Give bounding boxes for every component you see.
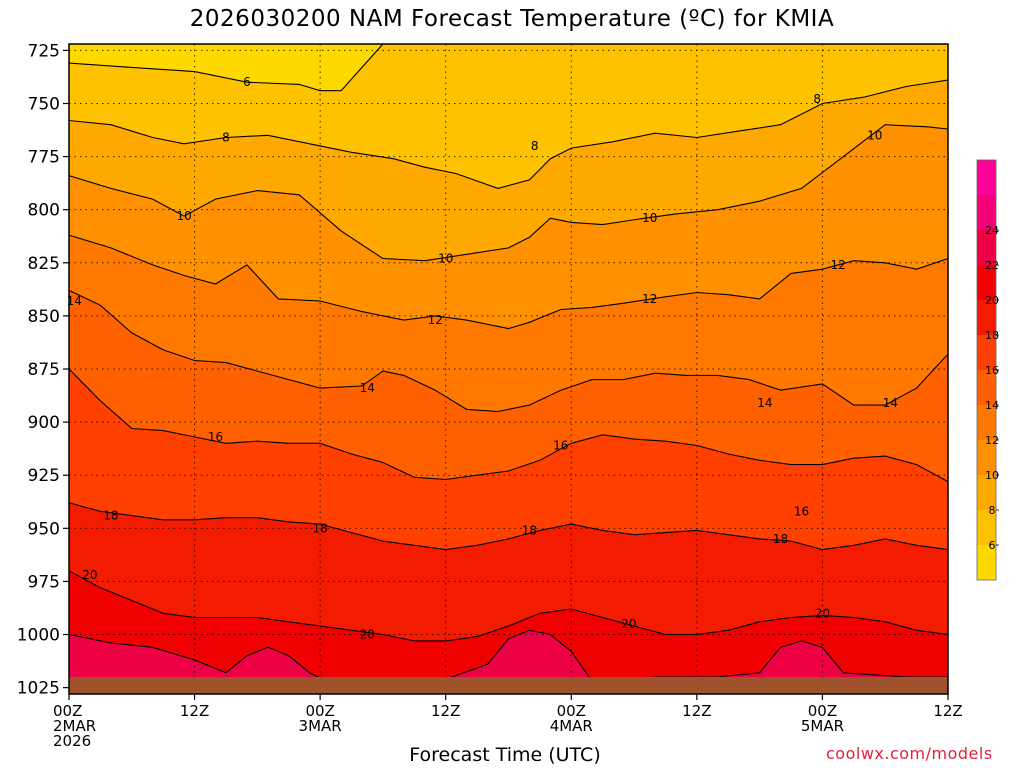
contour-label-14: 14 [360, 381, 375, 395]
contour-label-18: 18 [522, 523, 537, 537]
contour-lines [69, 44, 948, 684]
contour-label-12: 12 [428, 313, 443, 327]
x-tick-label: 5MAR [801, 717, 844, 735]
contour-label-14: 14 [757, 396, 772, 410]
contour-label-20: 20 [621, 617, 636, 631]
colorbar-swatch-10 [977, 440, 996, 475]
contour-18 [69, 502, 948, 551]
colorbar-swatch-8 [977, 475, 996, 510]
x-tick-label: 2026 [53, 732, 91, 750]
colorbar-label-20: 20 [985, 294, 999, 307]
y-axis: 725 750 775 800 825 850 875 900 925 950 975 1000 102… [17, 41, 69, 699]
ground-fill [69, 677, 948, 694]
credit-link[interactable]: coolwx.com/models [826, 744, 993, 763]
x-tick-label: 3MAR [299, 717, 342, 735]
contour-label-14: 14 [67, 294, 82, 308]
y-tick-label: 950 [28, 519, 60, 539]
x-tick-label: 2MAR [53, 717, 96, 735]
x-tick-label: 00Z [53, 702, 82, 720]
y-tick-label: 800 [28, 201, 60, 221]
contour-label-8: 8 [813, 92, 821, 106]
colorbar-label-18: 18 [985, 329, 999, 342]
colorbar: 6 8 10 12 14 16 18 20 22 24 [976, 159, 999, 581]
x-tick-label: 12Z [933, 702, 962, 720]
contour-label-10: 10 [438, 252, 453, 266]
y-tick-label: 900 [28, 413, 60, 433]
contour-8 [69, 79, 948, 189]
colorbar-swatch-6 [977, 510, 996, 545]
colorbar-swatch-4 [977, 545, 996, 580]
colorbar-label-8: 8 [989, 504, 996, 517]
y-tick-label: 750 [28, 94, 60, 114]
x-tick-label: 00Z [557, 702, 586, 720]
colorbar-label-14: 14 [985, 399, 999, 412]
colorbar-label-12: 12 [985, 434, 999, 447]
grid-lines [69, 44, 948, 694]
contour-labels: 6 8 8 8 10 10 10 10 12 12 12 14 14 14 14 16 16 16 18 18 18 18… [67, 75, 898, 641]
contour-10 [69, 124, 948, 262]
contour-label-16: 16 [794, 504, 809, 518]
contour-label-20: 20 [82, 568, 97, 582]
colorbar-swatch-12 [977, 405, 996, 440]
contour-label-8: 8 [531, 139, 539, 153]
colorbar-label-6: 6 [989, 539, 996, 552]
contour-label-18: 18 [773, 532, 788, 546]
colorbar-label-24: 24 [985, 224, 999, 237]
contour-label-6: 6 [243, 75, 251, 89]
chart-title: 2026030200 NAM Forecast Temperature (ºC)… [189, 6, 835, 32]
y-tick-label: 725 [28, 41, 60, 61]
contour-16 [69, 368, 948, 483]
y-tick-label: 1000 [17, 626, 60, 646]
y-tick-label: 1025 [17, 679, 60, 699]
contour-20 [69, 570, 948, 642]
contour-6 [69, 44, 948, 92]
contour-14 [69, 289, 948, 413]
colorbar-swatch-16 [977, 335, 996, 370]
colorbar-swatch-24 [977, 195, 996, 230]
contour-label-18: 18 [103, 509, 118, 523]
contour-12 [69, 234, 948, 330]
x-tick-label: 12Z [180, 702, 209, 720]
contour-label-20: 20 [815, 606, 830, 620]
contour-label-16: 16 [553, 438, 568, 452]
colorbar-label-10: 10 [985, 469, 999, 482]
y-tick-label: 775 [28, 148, 60, 168]
contour-label-14: 14 [883, 396, 898, 410]
contour-label-18: 18 [313, 521, 328, 535]
y-tick-label: 925 [28, 466, 60, 486]
y-tick-label: 850 [28, 307, 60, 327]
colorbar-label-16: 16 [985, 364, 999, 377]
colorbar-swatch-18 [977, 300, 996, 335]
y-tick-label: 875 [28, 360, 60, 380]
colorbar-swatch-14 [977, 370, 996, 405]
colorbar-swatch-22 [977, 230, 996, 265]
x-tick-label: 00Z [305, 702, 334, 720]
x-axis-title: Forecast Time (UTC) [409, 744, 601, 766]
contour-label-12: 12 [830, 258, 845, 272]
x-tick-label: 12Z [431, 702, 460, 720]
y-tick-label: 825 [28, 254, 60, 274]
contour-label-10: 10 [642, 211, 657, 225]
colorbar-swatch-26 [977, 160, 996, 195]
contour-label-16: 16 [208, 430, 223, 444]
y-tick-label: 975 [28, 572, 60, 592]
colorbar-label-22: 22 [985, 259, 999, 272]
contour-label-10: 10 [867, 128, 882, 142]
colorbar-swatch-20 [977, 265, 996, 300]
contour-label-10: 10 [176, 209, 191, 223]
contour-label-20: 20 [360, 628, 375, 642]
x-tick-label: 4MAR [550, 717, 593, 735]
contour-label-8: 8 [222, 130, 230, 144]
ground-layer [69, 677, 948, 694]
contour-22 [69, 629, 948, 684]
x-tick-label: 12Z [682, 702, 711, 720]
x-tick-label: 00Z [808, 702, 837, 720]
contour-label-12: 12 [642, 292, 657, 306]
